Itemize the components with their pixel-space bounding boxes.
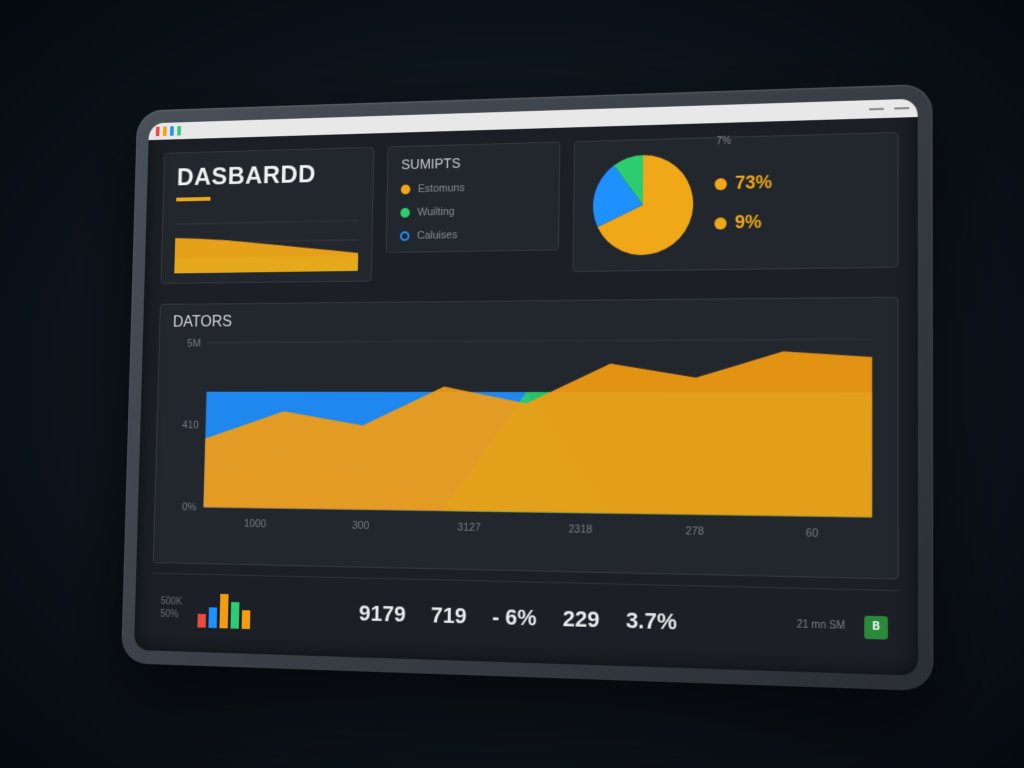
window-controls	[869, 107, 909, 110]
svg-text:300: 300	[352, 521, 370, 533]
main-chart-panel: DATORS 5M 410 0% 1000 300 3127 2318 278 60	[153, 297, 899, 580]
mini-bar	[220, 594, 229, 628]
svg-text:60: 60	[806, 528, 819, 540]
legend-item[interactable]: Caluises	[400, 228, 545, 242]
minimize-button[interactable]	[869, 108, 884, 110]
pie-stats: 73% 9%	[714, 172, 772, 234]
mini-bar	[198, 614, 207, 627]
pie-chart	[587, 149, 698, 261]
legend-label: Caluises	[417, 229, 458, 241]
svg-text:3127: 3127	[457, 522, 481, 534]
svg-text:1000: 1000	[244, 519, 267, 531]
traffic-blue	[170, 126, 174, 135]
footer-metric: 9179	[359, 600, 406, 627]
dashboard-content: DASBARDD SUMIPTS Estomuns Wuilting Caluise…	[134, 117, 918, 676]
mini-bar-chart	[198, 590, 251, 629]
main-area-chart: 5M 410 0% 1000 300 3127 2318 278 60	[167, 331, 883, 551]
legend-item[interactable]: Wuilting	[400, 204, 545, 219]
mini-bar	[242, 610, 251, 629]
footer-label-1: 500K	[161, 596, 183, 607]
footer-badge: B	[864, 615, 888, 639]
legend-marker	[401, 185, 411, 195]
footer-label-2: 50%	[160, 608, 182, 619]
stat-value: 9%	[735, 212, 762, 234]
footer-metric: 3.7%	[626, 607, 677, 635]
top-row: DASBARDD SUMIPTS Estomuns Wuilting Caluise…	[160, 132, 898, 295]
traffic-red	[156, 127, 160, 136]
stat-dot-icon	[715, 178, 727, 190]
title-accent	[176, 197, 210, 202]
legend-panel: SUMIPTS Estomuns Wuilting Caluises	[385, 142, 560, 253]
mini-area-chart	[174, 211, 359, 274]
footer-metric: 229	[562, 605, 599, 633]
maximize-button[interactable]	[894, 107, 909, 110]
pie-stat: 9%	[714, 211, 772, 233]
footer-metric: - 6%	[492, 603, 537, 631]
legend-label: Estomuns	[418, 182, 465, 195]
page-title: DASBARDD	[176, 158, 360, 192]
legend-marker	[400, 208, 410, 218]
footer-left-labels: 500K 50%	[160, 596, 182, 620]
legend-label: Wuilting	[417, 206, 454, 218]
chart-title: DATORS	[173, 308, 883, 331]
svg-text:5M: 5M	[187, 338, 201, 349]
stat-dot-icon	[714, 217, 726, 229]
tablet-frame: DASBARDD SUMIPTS Estomuns Wuilting Caluise…	[121, 84, 933, 691]
title-panel: DASBARDD	[161, 147, 375, 284]
footer-right-label: 21 mn SM	[797, 619, 845, 632]
stat-value: 73%	[735, 172, 772, 194]
svg-text:2318: 2318	[568, 524, 592, 536]
svg-text:278: 278	[685, 526, 704, 538]
traffic-yellow	[163, 127, 167, 136]
pie-panel: 7% 73% 9%	[572, 132, 898, 272]
footer-metric: 719	[431, 602, 467, 629]
footer-metrics: 9179 719 - 6% 229 3.7%	[267, 598, 778, 638]
svg-text:0%: 0%	[182, 503, 196, 514]
pie-top-label: 7%	[716, 136, 731, 147]
traffic-green	[177, 126, 181, 136]
pie-stat: 73%	[715, 172, 773, 195]
legend-title: SUMIPTS	[401, 153, 545, 172]
legend-item[interactable]: Estomuns	[401, 180, 545, 195]
legend-marker	[400, 231, 410, 241]
legend-list: Estomuns Wuilting Caluises	[400, 180, 545, 242]
dashboard-screen: DASBARDD SUMIPTS Estomuns Wuilting Caluise…	[134, 99, 918, 676]
mini-bar	[209, 607, 218, 628]
mini-bar	[231, 602, 240, 628]
svg-text:410: 410	[182, 420, 199, 431]
footer-row: 500K 50% 9179 719 - 6% 229 3.7% 21 mn SM B	[151, 573, 899, 665]
